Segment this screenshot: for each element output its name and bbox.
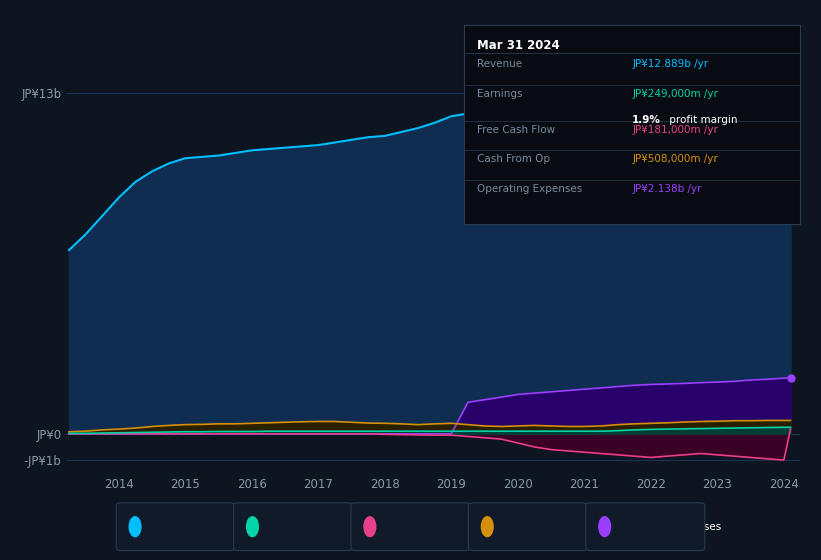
Text: JP¥508,000m /yr: JP¥508,000m /yr [632, 155, 718, 165]
Text: Cash From Op: Cash From Op [477, 155, 550, 165]
Text: Free Cash Flow: Free Cash Flow [477, 125, 556, 134]
Text: Revenue: Revenue [146, 522, 191, 531]
Text: Revenue: Revenue [477, 59, 522, 69]
Text: JP¥181,000m /yr: JP¥181,000m /yr [632, 125, 718, 134]
Text: Cash From Op: Cash From Op [499, 522, 571, 531]
Text: Mar 31 2024: Mar 31 2024 [477, 39, 560, 52]
Text: JP¥2.138b /yr: JP¥2.138b /yr [632, 184, 702, 194]
Text: 1.9%: 1.9% [632, 115, 661, 125]
Text: profit margin: profit margin [666, 115, 737, 125]
Text: JP¥12.889b /yr: JP¥12.889b /yr [632, 59, 709, 69]
Text: Operating Expenses: Operating Expenses [477, 184, 583, 194]
Text: Operating Expenses: Operating Expenses [617, 522, 722, 531]
Text: Free Cash Flow: Free Cash Flow [382, 522, 460, 531]
Text: JP¥249,000m /yr: JP¥249,000m /yr [632, 89, 718, 99]
Text: Earnings: Earnings [264, 522, 310, 531]
Text: Earnings: Earnings [477, 89, 523, 99]
